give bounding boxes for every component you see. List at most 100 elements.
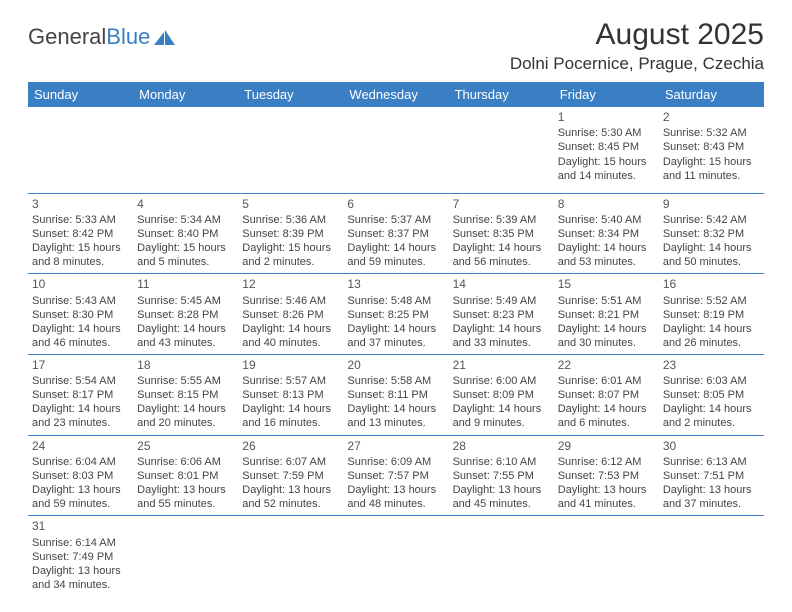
daylight-line: Daylight: 14 hours and 30 minutes. (558, 322, 655, 350)
calendar-day-cell (449, 516, 554, 596)
sunrise-line: Sunrise: 5:51 AM (558, 294, 655, 308)
calendar-day-cell: 17Sunrise: 5:54 AMSunset: 8:17 PMDayligh… (28, 354, 133, 435)
calendar-day-cell (343, 107, 448, 193)
calendar-day-cell: 28Sunrise: 6:10 AMSunset: 7:55 PMDayligh… (449, 435, 554, 516)
day-number: 8 (558, 197, 655, 212)
sunrise-line: Sunrise: 5:52 AM (663, 294, 760, 308)
sunset-line: Sunset: 8:30 PM (32, 308, 129, 322)
calendar-week-row: 10Sunrise: 5:43 AMSunset: 8:30 PMDayligh… (28, 274, 764, 355)
sunrise-line: Sunrise: 5:34 AM (137, 213, 234, 227)
calendar-day-cell: 22Sunrise: 6:01 AMSunset: 8:07 PMDayligh… (554, 354, 659, 435)
calendar-day-cell (238, 516, 343, 596)
day-number: 2 (663, 110, 760, 125)
sunset-line: Sunset: 7:55 PM (453, 469, 550, 483)
daylight-line: Daylight: 14 hours and 26 minutes. (663, 322, 760, 350)
day-number: 7 (453, 197, 550, 212)
sunset-line: Sunset: 8:42 PM (32, 227, 129, 241)
calendar-week-row: 17Sunrise: 5:54 AMSunset: 8:17 PMDayligh… (28, 354, 764, 435)
daylight-line: Daylight: 13 hours and 37 minutes. (663, 483, 760, 511)
sunrise-line: Sunrise: 6:13 AM (663, 455, 760, 469)
daylight-line: Daylight: 13 hours and 48 minutes. (347, 483, 444, 511)
sunset-line: Sunset: 8:05 PM (663, 388, 760, 402)
daylight-line: Daylight: 14 hours and 43 minutes. (137, 322, 234, 350)
calendar-day-cell: 25Sunrise: 6:06 AMSunset: 8:01 PMDayligh… (133, 435, 238, 516)
calendar-day-cell: 15Sunrise: 5:51 AMSunset: 8:21 PMDayligh… (554, 274, 659, 355)
day-number: 27 (347, 439, 444, 454)
calendar-day-cell: 29Sunrise: 6:12 AMSunset: 7:53 PMDayligh… (554, 435, 659, 516)
sunset-line: Sunset: 8:39 PM (242, 227, 339, 241)
sunset-line: Sunset: 8:19 PM (663, 308, 760, 322)
sunrise-line: Sunrise: 6:06 AM (137, 455, 234, 469)
sunset-line: Sunset: 8:26 PM (242, 308, 339, 322)
sunset-line: Sunset: 8:45 PM (558, 140, 655, 154)
day-header-row: Sunday Monday Tuesday Wednesday Thursday… (28, 82, 764, 107)
day-header: Friday (554, 82, 659, 107)
daylight-line: Daylight: 13 hours and 41 minutes. (558, 483, 655, 511)
sunset-line: Sunset: 7:57 PM (347, 469, 444, 483)
day-header: Tuesday (238, 82, 343, 107)
calendar-day-cell: 27Sunrise: 6:09 AMSunset: 7:57 PMDayligh… (343, 435, 448, 516)
calendar-week-row: 1Sunrise: 5:30 AMSunset: 8:45 PMDaylight… (28, 107, 764, 193)
sunset-line: Sunset: 8:13 PM (242, 388, 339, 402)
sunset-line: Sunset: 8:34 PM (558, 227, 655, 241)
sunset-line: Sunset: 8:23 PM (453, 308, 550, 322)
sunrise-line: Sunrise: 5:40 AM (558, 213, 655, 227)
sunrise-line: Sunrise: 5:54 AM (32, 374, 129, 388)
daylight-line: Daylight: 13 hours and 34 minutes. (32, 564, 129, 592)
sunrise-line: Sunrise: 5:45 AM (137, 294, 234, 308)
sunrise-line: Sunrise: 5:58 AM (347, 374, 444, 388)
daylight-line: Daylight: 14 hours and 16 minutes. (242, 402, 339, 430)
calendar-day-cell (133, 107, 238, 193)
calendar-day-cell: 19Sunrise: 5:57 AMSunset: 8:13 PMDayligh… (238, 354, 343, 435)
day-number: 23 (663, 358, 760, 373)
sunrise-line: Sunrise: 6:04 AM (32, 455, 129, 469)
calendar-day-cell: 26Sunrise: 6:07 AMSunset: 7:59 PMDayligh… (238, 435, 343, 516)
daylight-line: Daylight: 14 hours and 53 minutes. (558, 241, 655, 269)
calendar-day-cell: 3Sunrise: 5:33 AMSunset: 8:42 PMDaylight… (28, 193, 133, 274)
sunset-line: Sunset: 8:09 PM (453, 388, 550, 402)
calendar-week-row: 31Sunrise: 6:14 AMSunset: 7:49 PMDayligh… (28, 516, 764, 596)
daylight-line: Daylight: 13 hours and 55 minutes. (137, 483, 234, 511)
daylight-line: Daylight: 14 hours and 50 minutes. (663, 241, 760, 269)
day-header: Thursday (449, 82, 554, 107)
sunset-line: Sunset: 8:03 PM (32, 469, 129, 483)
sunset-line: Sunset: 7:49 PM (32, 550, 129, 564)
calendar-week-row: 24Sunrise: 6:04 AMSunset: 8:03 PMDayligh… (28, 435, 764, 516)
calendar-day-cell (343, 516, 448, 596)
calendar-day-cell: 21Sunrise: 6:00 AMSunset: 8:09 PMDayligh… (449, 354, 554, 435)
title-block: August 2025 Dolni Pocernice, Prague, Cze… (510, 18, 764, 74)
sunset-line: Sunset: 8:40 PM (137, 227, 234, 241)
daylight-line: Daylight: 14 hours and 59 minutes. (347, 241, 444, 269)
day-number: 1 (558, 110, 655, 125)
sunrise-line: Sunrise: 6:01 AM (558, 374, 655, 388)
day-number: 17 (32, 358, 129, 373)
sunset-line: Sunset: 8:15 PM (137, 388, 234, 402)
sunset-line: Sunset: 8:25 PM (347, 308, 444, 322)
day-number: 10 (32, 277, 129, 292)
day-number: 6 (347, 197, 444, 212)
calendar-day-cell: 20Sunrise: 5:58 AMSunset: 8:11 PMDayligh… (343, 354, 448, 435)
daylight-line: Daylight: 13 hours and 52 minutes. (242, 483, 339, 511)
sunset-line: Sunset: 8:43 PM (663, 140, 760, 154)
sunrise-line: Sunrise: 5:48 AM (347, 294, 444, 308)
daylight-line: Daylight: 15 hours and 14 minutes. (558, 155, 655, 183)
sunrise-line: Sunrise: 5:33 AM (32, 213, 129, 227)
calendar-day-cell: 16Sunrise: 5:52 AMSunset: 8:19 PMDayligh… (659, 274, 764, 355)
calendar-day-cell: 30Sunrise: 6:13 AMSunset: 7:51 PMDayligh… (659, 435, 764, 516)
daylight-line: Daylight: 14 hours and 13 minutes. (347, 402, 444, 430)
location-line: Dolni Pocernice, Prague, Czechia (510, 54, 764, 74)
sunset-line: Sunset: 8:11 PM (347, 388, 444, 402)
day-number: 21 (453, 358, 550, 373)
calendar-day-cell: 9Sunrise: 5:42 AMSunset: 8:32 PMDaylight… (659, 193, 764, 274)
calendar-body: 1Sunrise: 5:30 AMSunset: 8:45 PMDaylight… (28, 107, 764, 596)
daylight-line: Daylight: 15 hours and 2 minutes. (242, 241, 339, 269)
daylight-line: Daylight: 14 hours and 23 minutes. (32, 402, 129, 430)
calendar-day-cell: 14Sunrise: 5:49 AMSunset: 8:23 PMDayligh… (449, 274, 554, 355)
calendar-day-cell: 18Sunrise: 5:55 AMSunset: 8:15 PMDayligh… (133, 354, 238, 435)
sunset-line: Sunset: 7:53 PM (558, 469, 655, 483)
sunrise-line: Sunrise: 5:37 AM (347, 213, 444, 227)
day-number: 13 (347, 277, 444, 292)
sunrise-line: Sunrise: 6:10 AM (453, 455, 550, 469)
day-number: 12 (242, 277, 339, 292)
day-number: 28 (453, 439, 550, 454)
